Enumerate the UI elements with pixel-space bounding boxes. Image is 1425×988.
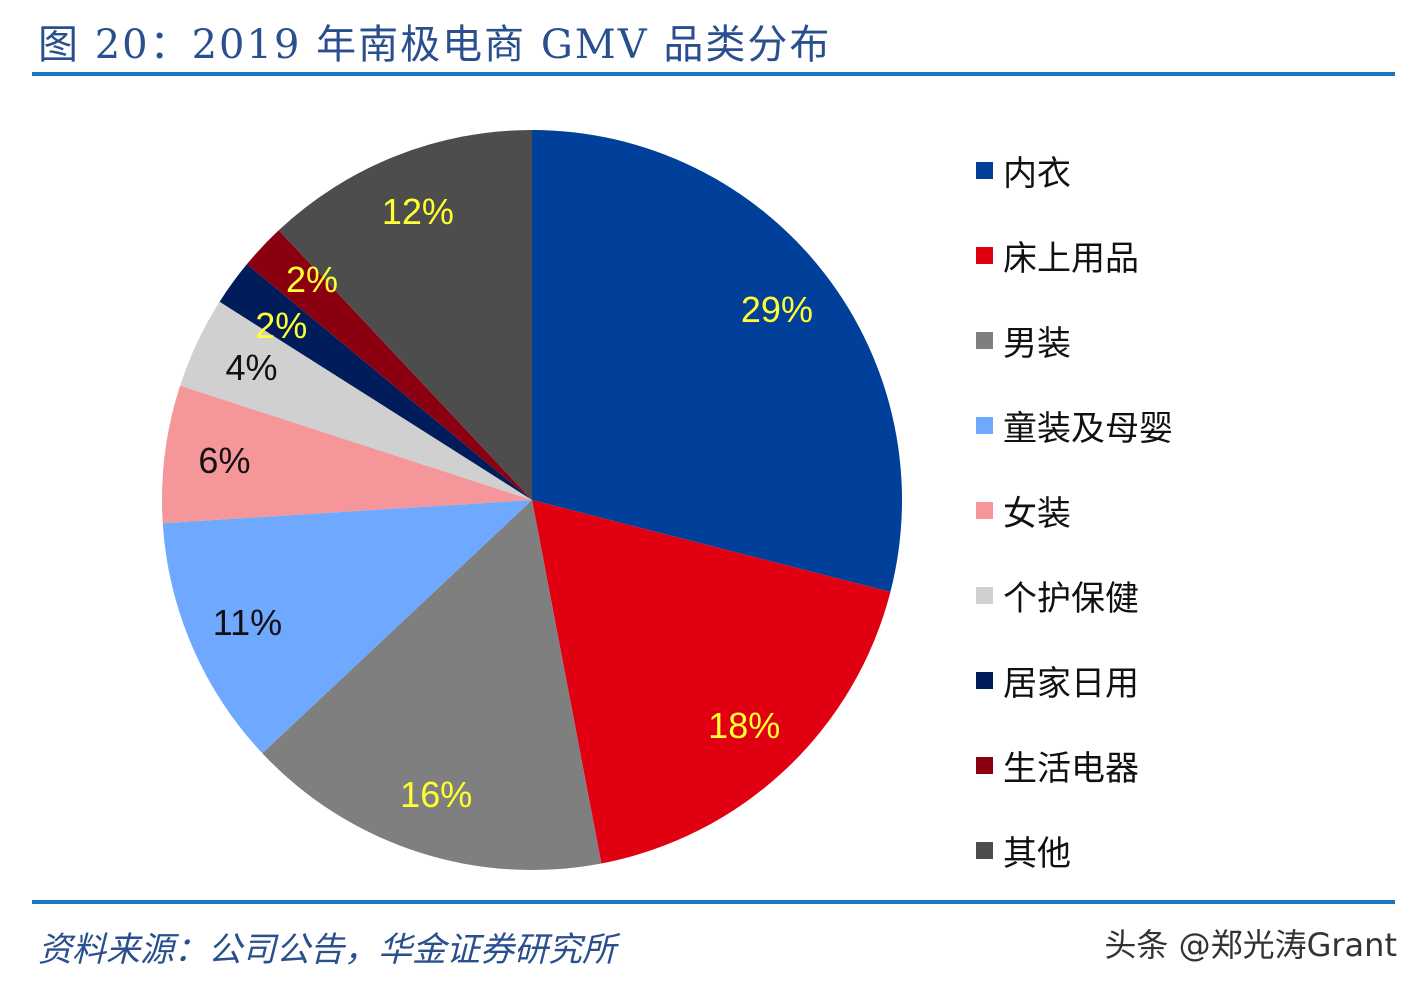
- footer-divider: [32, 900, 1395, 904]
- data-label: 6%: [198, 440, 250, 481]
- legend-label: 童装及母婴: [1003, 409, 1173, 449]
- legend-swatch: [976, 672, 993, 689]
- pie-slice-0: [532, 130, 903, 593]
- title-divider: [32, 72, 1395, 76]
- source-note: 资料来源：公司公告，华金证券研究所: [38, 930, 616, 970]
- legend-label: 男装: [1003, 324, 1071, 364]
- data-label: 16%: [400, 774, 472, 815]
- data-label: 29%: [741, 289, 813, 330]
- pie-slice-6: [219, 264, 532, 500]
- legend-label: 其他: [1003, 834, 1071, 874]
- pie-slice-1: [532, 500, 891, 864]
- data-label: 18%: [708, 705, 780, 746]
- legend-label: 床上用品: [1003, 239, 1139, 279]
- legend-item: 其他: [976, 808, 1173, 893]
- legend-item: 童装及母婴: [976, 383, 1173, 468]
- pie-slice-7: [246, 230, 532, 500]
- legend-swatch: [976, 247, 993, 264]
- legend-swatch: [976, 587, 993, 604]
- pie-slice-8: [278, 130, 532, 500]
- pie-slice-5: [180, 301, 533, 500]
- legend-label: 居家日用: [1003, 664, 1139, 704]
- legend-item: 居家日用: [976, 638, 1173, 723]
- legend-label: 内衣: [1003, 154, 1071, 194]
- data-label: 2%: [286, 259, 338, 300]
- legend-item: 内衣: [976, 128, 1173, 213]
- data-label: 4%: [225, 347, 277, 388]
- pie-slice-3: [162, 500, 533, 754]
- legend-item: 床上用品: [976, 213, 1173, 298]
- legend-label: 生活电器: [1003, 749, 1139, 789]
- legend-item: 生活电器: [976, 723, 1173, 808]
- legend-item: 女装: [976, 468, 1173, 553]
- data-label: 11%: [213, 602, 282, 643]
- data-label: 2%: [255, 305, 307, 346]
- legend-label: 女装: [1003, 494, 1071, 534]
- legend-label: 个护保健: [1003, 579, 1139, 619]
- legend-swatch: [976, 757, 993, 774]
- legend-swatch: [976, 332, 993, 349]
- legend: 内衣床上用品男装童装及母婴女装个护保健居家日用生活电器其他: [976, 128, 1173, 893]
- chart-title: 图 20：2019 年南极电商 GMV 品类分布: [38, 22, 832, 68]
- legend-swatch: [976, 162, 993, 179]
- legend-item: 男装: [976, 298, 1173, 383]
- pie-slice-2: [262, 500, 602, 870]
- legend-swatch: [976, 502, 993, 519]
- pie-slice-4: [162, 385, 532, 524]
- watermark: 头条 @郑光涛Grant: [1104, 926, 1397, 964]
- legend-swatch: [976, 842, 993, 859]
- data-label: 12%: [382, 191, 454, 232]
- legend-item: 个护保健: [976, 553, 1173, 638]
- legend-swatch: [976, 417, 993, 434]
